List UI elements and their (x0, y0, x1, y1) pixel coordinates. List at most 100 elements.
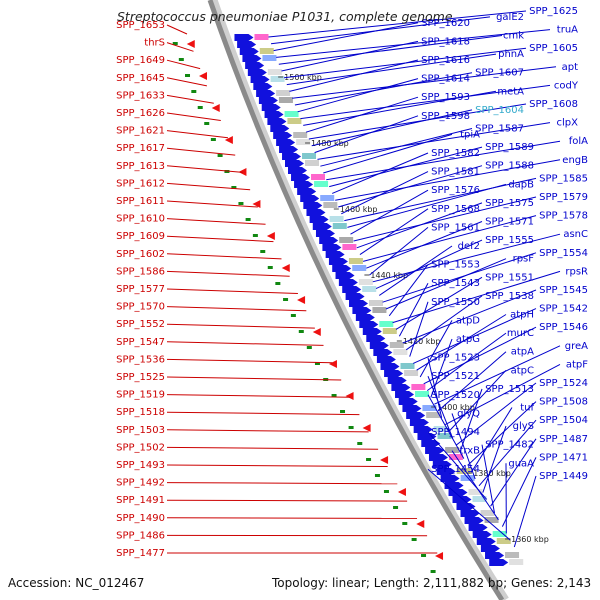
forward-label-leader (292, 66, 557, 99)
forward-gene-arrow (456, 503, 476, 510)
reverse-gene-label: SPP_1490 (116, 513, 165, 524)
reverse-label-leader (166, 182, 251, 191)
gene-block (372, 307, 387, 313)
forward-gene-label: cmk (503, 31, 524, 42)
forward-gene-arrow (297, 188, 317, 195)
forward-gene-arrow (398, 398, 418, 405)
reverse-gene-label: SPP_1518 (116, 407, 165, 418)
forward-gene-label: SPP_1550 (431, 297, 480, 308)
feature-tick (411, 538, 417, 541)
forward-gene-label: SPP_1554 (539, 248, 588, 259)
forward-label-leader (427, 468, 511, 541)
reverse-label-leader (166, 341, 324, 346)
reverse-label-leader (166, 59, 201, 70)
forward-label-leader (451, 450, 499, 521)
gene-block (426, 412, 441, 418)
forward-gene-arrow (349, 300, 368, 307)
forward-gene-arrow (245, 62, 265, 69)
gene-block (445, 447, 460, 453)
forward-gene-label: trxB (459, 446, 480, 457)
forward-label-leader (451, 413, 476, 480)
forward-gene-label: SPP_1625 (529, 6, 578, 17)
forward-label-leader (388, 264, 429, 317)
forward-gene-arrow (428, 454, 448, 461)
gene-block (278, 97, 293, 103)
reverse-label-leader (166, 112, 221, 121)
gene-block (284, 111, 299, 117)
forward-gene-label: SPP_1449 (539, 471, 588, 482)
reverse-gene-label: SPP_1610 (116, 214, 165, 225)
forward-gene-label: SPP_1605 (529, 43, 578, 54)
forward-gene-arrow (261, 104, 281, 111)
forward-gene-label: SPP_1561 (431, 222, 480, 233)
forward-label-leader (372, 233, 561, 283)
gene-block (311, 174, 326, 180)
feature-tick (298, 330, 304, 333)
forward-gene-arrow (242, 55, 262, 62)
forward-gene-label: apt (562, 62, 578, 73)
forward-gene-label: clpX (557, 118, 579, 129)
gene-block (468, 489, 483, 495)
forward-gene-arrow (452, 496, 472, 503)
forward-label-leader (276, 29, 551, 58)
reverse-label-leader (166, 288, 298, 294)
forward-label-leader (427, 376, 454, 439)
forward-label-leader (281, 40, 419, 72)
feature-tick (210, 138, 216, 141)
reverse-label-leader (166, 411, 360, 416)
reverse-gene-arrow (199, 72, 208, 80)
reverse-gene-label: SPP_1626 (116, 108, 165, 119)
gene-block (389, 342, 404, 348)
forward-label-leader (326, 140, 561, 181)
forward-gene-label: SPP_1504 (539, 415, 588, 426)
reverse-gene-arrow (224, 136, 233, 144)
reverse-label-leader (166, 218, 266, 225)
forward-gene-arrow (237, 41, 257, 48)
forward-gene-arrow (294, 181, 314, 188)
forward-label-leader (369, 227, 429, 276)
forward-gene-label: SPP_1542 (539, 304, 588, 315)
forward-label-leader (395, 276, 483, 330)
forward-gene-label: SPP_1521 (431, 371, 480, 382)
forward-gene-arrow (306, 209, 326, 216)
forward-gene-arrow (312, 223, 332, 230)
forward-label-leader (379, 245, 453, 296)
forward-label-leader (323, 133, 453, 174)
forward-gene-arrow (425, 447, 445, 454)
gene-block (379, 321, 394, 327)
forward-label-leader (332, 152, 429, 194)
reverse-gene-arrow (435, 552, 444, 560)
feature-tick (357, 442, 363, 445)
tick-marks: 1500 kbp 1480 kbp 1460 kbp 1440 kbp 1420 kbp… (278, 73, 549, 544)
forward-gene-label: SPP_1607 (475, 68, 524, 79)
reverse-label-leader (166, 253, 282, 260)
reverse-gene-label: SPP_1633 (116, 90, 165, 101)
forward-gene-label: SPP_1523 (431, 353, 480, 364)
forward-gene-label: greA (565, 341, 588, 352)
forward-label-leader (402, 289, 537, 344)
reverse-label-leader (166, 482, 398, 485)
forward-gene-label: SPP_1575 (485, 198, 534, 209)
gene-block (339, 237, 354, 243)
reverse-gene-label: SPP_1612 (116, 178, 165, 189)
feature-tick (252, 234, 258, 237)
forward-gene-label: guaA (508, 458, 534, 469)
forward-gene-arrow (376, 356, 396, 363)
forward-gene-label: SPP_1598 (421, 111, 470, 122)
forward-gene-label: folA (569, 136, 588, 147)
forward-label-leader (297, 78, 419, 113)
forward-gene-label: SPP_1576 (431, 185, 480, 196)
feature-tick (217, 154, 223, 157)
reverse-gene-arrow (328, 360, 337, 368)
forward-gene-arrow (384, 370, 404, 377)
forward-gene-arrow (288, 167, 308, 174)
forward-label-leader (344, 177, 537, 222)
forward-gene-arrow (258, 97, 278, 104)
feature-tick (275, 282, 281, 285)
gene-block (332, 223, 347, 229)
reverse-gene-arrow (252, 200, 261, 208)
feature-tick (245, 218, 251, 221)
forward-label-leader (434, 345, 561, 405)
forward-label-leader (350, 189, 429, 235)
reverse-gene-label: SPP_1577 (116, 284, 165, 295)
